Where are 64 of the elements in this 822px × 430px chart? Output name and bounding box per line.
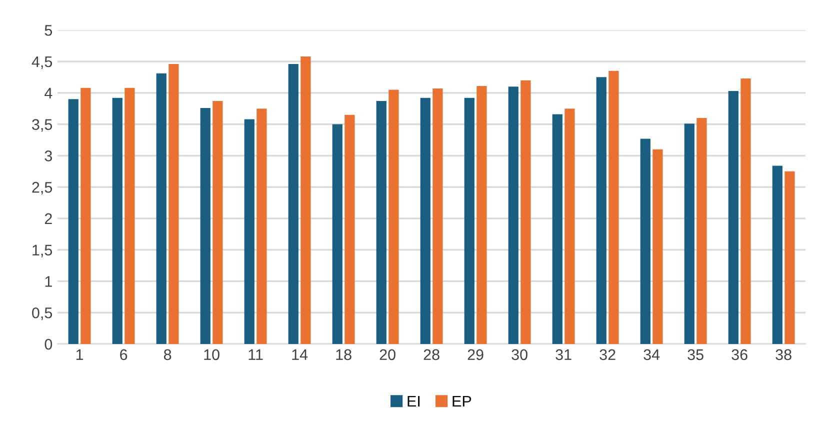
bar [200, 108, 210, 344]
x-tick-label: 30 [512, 349, 528, 360]
bar [68, 99, 78, 344]
bar [520, 80, 531, 344]
bar [696, 118, 707, 344]
bar [300, 56, 311, 344]
bar [476, 86, 487, 344]
y-tick-label: 5 [44, 25, 52, 36]
bar [80, 88, 91, 344]
x-tick-label: 28 [424, 349, 440, 360]
y-tick-label: 1,5 [32, 244, 52, 258]
x-tick-label: 11 [248, 349, 263, 360]
bar [332, 124, 342, 344]
y-tick-label: 3 [44, 150, 52, 162]
bar [344, 114, 355, 344]
legend-label: EI [408, 396, 420, 406]
x-tick-label: 29 [468, 349, 484, 360]
bar [728, 90, 738, 344]
bar [156, 73, 166, 344]
bar [564, 108, 575, 344]
bar [552, 114, 562, 344]
x-tick-label: 34 [644, 349, 660, 360]
bar [420, 98, 430, 344]
bar [376, 101, 386, 344]
x-tick-label: 18 [336, 349, 352, 360]
bar [168, 64, 179, 344]
bar [244, 119, 254, 344]
x-tick-label: 35 [688, 349, 704, 360]
x-tick-label: 32 [600, 349, 616, 360]
bar [508, 86, 518, 344]
bar [432, 88, 443, 344]
x-tick-label: 36 [732, 349, 748, 360]
y-tick-label: 2 [44, 213, 52, 224]
bar [124, 88, 135, 344]
y-tick-label: 0 [44, 338, 52, 350]
y-tick-label: 4 [44, 88, 52, 98]
y-tick-label: 1 [45, 276, 52, 287]
x-tick-label: 6 [120, 349, 128, 360]
bar [112, 98, 122, 344]
bar [640, 138, 650, 344]
y-tick-label: 2,5 [32, 182, 52, 195]
bar [288, 64, 298, 344]
bar [464, 98, 474, 344]
legend-label: EP [452, 396, 472, 406]
bar [684, 124, 694, 344]
x-tick-label: 8 [164, 349, 172, 360]
bar [596, 77, 606, 344]
bar [784, 171, 795, 344]
x-tick-label: 20 [380, 349, 396, 360]
x-tick-label: 14 [292, 349, 308, 360]
bar [652, 149, 663, 344]
bar [256, 108, 267, 344]
x-tick-label: 38 [776, 349, 792, 360]
y-tick-label: 3,5 [32, 119, 52, 132]
bar [212, 101, 223, 344]
bar [740, 78, 751, 344]
bar [772, 166, 782, 344]
bar [608, 70, 619, 344]
y-tick-label: 0,5 [32, 307, 52, 320]
y-tick-label: 4,5 [32, 56, 52, 69]
x-tick-label: 31 [556, 349, 572, 360]
x-tick-label: 10 [204, 349, 220, 360]
bar [388, 90, 399, 344]
x-tick-label: 1 [76, 349, 84, 360]
